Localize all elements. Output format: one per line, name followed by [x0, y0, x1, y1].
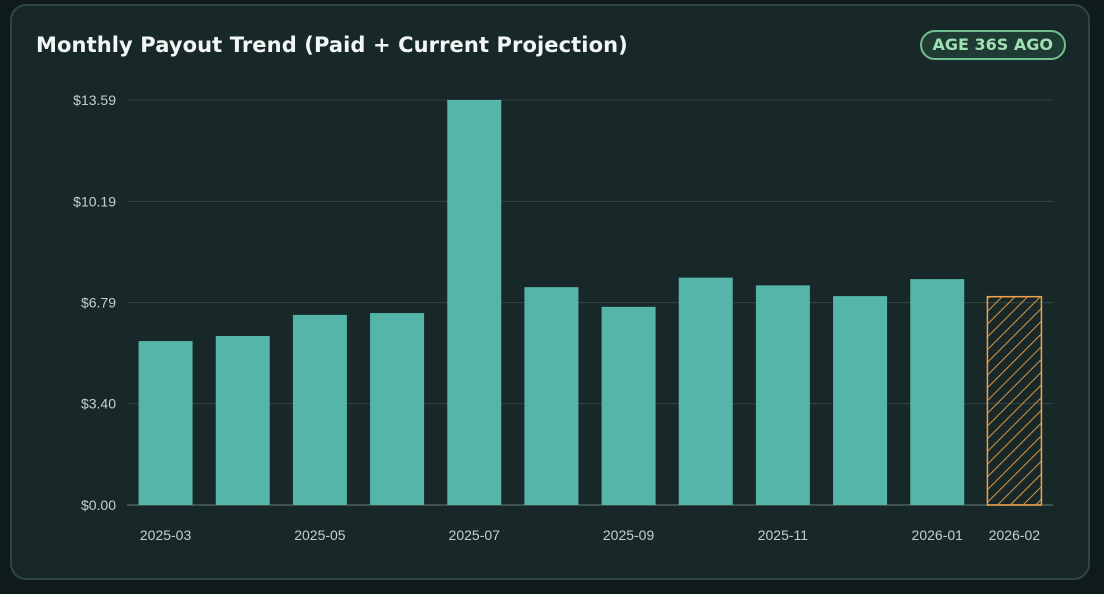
y-tick-label: $6.79	[81, 295, 116, 311]
bar-projection-2026-02[interactable]	[986, 295, 1043, 506]
y-tick-label: $13.59	[73, 92, 116, 108]
x-tick-label: 2025-09	[603, 527, 655, 543]
bar-2025-07[interactable]	[447, 100, 502, 505]
bars	[138, 100, 1043, 506]
bar-2026-01[interactable]	[910, 279, 965, 505]
y-tick-label: $3.40	[81, 396, 116, 412]
x-tick-label: 2025-07	[449, 527, 501, 543]
bar-2025-11[interactable]	[755, 285, 810, 505]
x-tick-label: 2025-05	[294, 527, 346, 543]
x-tick-label: 2026-02	[989, 527, 1041, 543]
x-tick-label: 2025-11	[758, 527, 809, 543]
bar-2025-03[interactable]	[138, 341, 193, 505]
y-tick-label: $0.00	[81, 497, 116, 513]
y-tick-label: $10.19	[73, 193, 116, 209]
x-axis-ticks: 2025-03 2025-05 2025-07 2025-09 2025-11 2026-…	[140, 527, 1040, 543]
x-tick-label: 2025-03	[140, 527, 192, 543]
bar-2025-08[interactable]	[524, 287, 579, 505]
bar-2025-06[interactable]	[370, 313, 425, 505]
bar-2025-12[interactable]	[833, 296, 888, 505]
x-tick-label: 2026-01	[912, 527, 964, 543]
y-axis-ticks: $0.00 $3.40 $6.79 $10.19 $13.59	[73, 92, 116, 513]
age-badge: AGE 36S AGO	[919, 30, 1066, 60]
grid-lines	[127, 99, 1053, 506]
bar-2025-09[interactable]	[601, 306, 656, 505]
bar-2025-04[interactable]	[215, 336, 270, 505]
bar-2025-05[interactable]	[292, 314, 347, 505]
chart-title: Monthly Payout Trend (Paid + Current Pro…	[36, 33, 628, 57]
bar-2025-10[interactable]	[678, 277, 733, 505]
